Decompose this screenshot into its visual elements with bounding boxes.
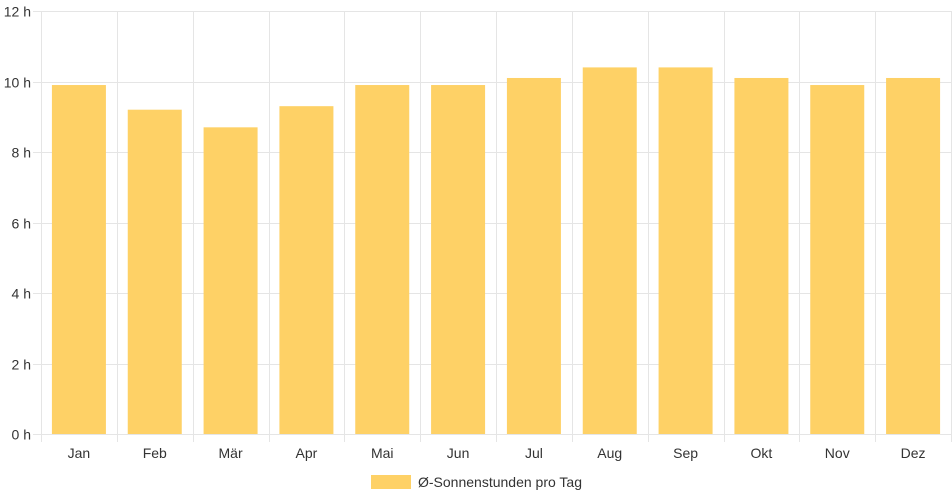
bar-apr[interactable] — [279, 106, 334, 435]
x-tick-label: Apr — [296, 445, 318, 461]
bar-dez[interactable] — [886, 77, 941, 434]
bar-okt[interactable] — [734, 77, 789, 434]
x-tick-label: Jan — [68, 445, 91, 461]
legend-label: Ø-Sonnenstunden pro Tag — [418, 474, 582, 490]
y-tick-label: 2 h — [12, 357, 31, 373]
legend-swatch — [371, 475, 411, 489]
bar-mai[interactable] — [355, 85, 410, 435]
bar-feb[interactable] — [127, 109, 182, 434]
y-tick-label: 0 h — [12, 427, 31, 443]
x-tick-label: Jun — [447, 445, 470, 461]
y-tick-label: 12 h — [4, 4, 31, 20]
x-tick-label: Dez — [901, 445, 926, 461]
y-axis-tick-labels: 0 h 2 h 4 h 6 h 8 h 10 h 12 h — [4, 4, 31, 443]
bar-sep[interactable] — [658, 67, 713, 435]
grid-lines — [33, 11, 952, 442]
y-tick-label: 6 h — [12, 216, 31, 232]
bars — [51, 67, 941, 435]
y-tick-label: 10 h — [4, 75, 31, 91]
y-tick-label: 4 h — [12, 286, 31, 302]
x-axis-tick-labels: Jan Feb Mär Apr Mai Jun Jul Aug Sep Okt Nov Dez — [68, 445, 926, 461]
x-tick-label: Mai — [371, 445, 394, 461]
x-tick-label: Okt — [751, 445, 773, 461]
x-tick-label: Aug — [597, 445, 622, 461]
x-tick-label: Nov — [825, 445, 850, 461]
bar-jan[interactable] — [51, 85, 106, 435]
bar-mär[interactable] — [203, 127, 258, 434]
x-tick-label: Jul — [525, 445, 543, 461]
x-tick-label: Mär — [219, 445, 243, 461]
bar-jun[interactable] — [431, 85, 486, 435]
x-tick-label: Feb — [143, 445, 167, 461]
x-tick-label: Sep — [673, 445, 698, 461]
legend[interactable]: Ø-Sonnenstunden pro Tag — [371, 474, 582, 490]
bar-nov[interactable] — [810, 85, 865, 435]
y-tick-label: 8 h — [12, 145, 31, 161]
bar-aug[interactable] — [582, 67, 637, 435]
bar-jul[interactable] — [506, 77, 561, 434]
